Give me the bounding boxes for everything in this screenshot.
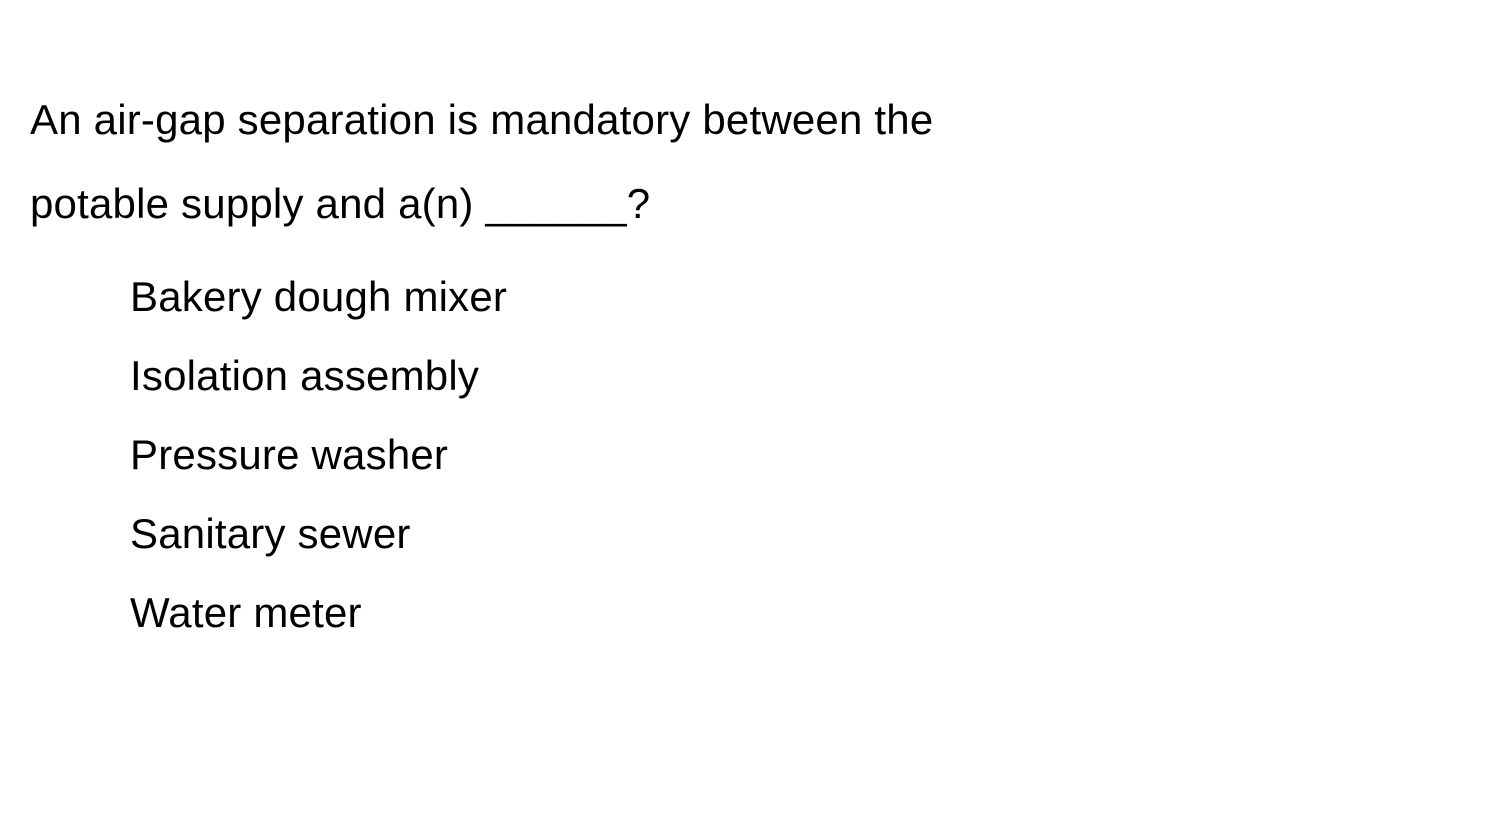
options-list: Bakery dough mixer Isolation assembly Pr… [30,246,1500,653]
question-line-1: An air-gap separation is mandatory betwe… [30,78,1500,162]
option-item: Sanitary sewer [130,495,1500,574]
question-line-2: potable supply and a(n) ______? [30,162,1500,246]
option-item: Bakery dough mixer [130,258,1500,337]
question-block: An air-gap separation is mandatory betwe… [30,78,1500,246]
option-item: Water meter [130,574,1500,653]
option-item: Isolation assembly [130,337,1500,416]
option-item: Pressure washer [130,416,1500,495]
